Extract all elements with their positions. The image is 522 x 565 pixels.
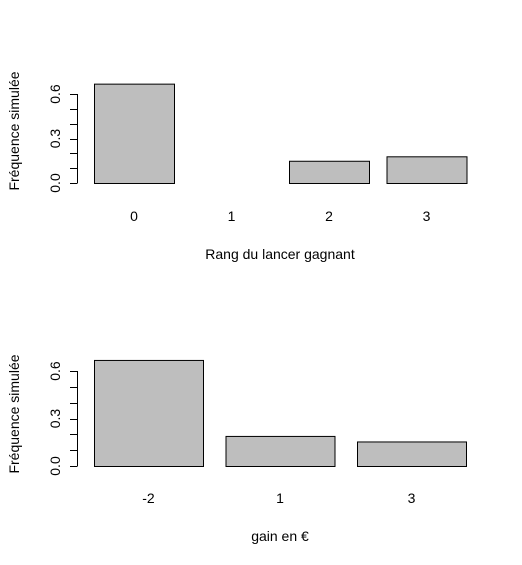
bar-2 — [289, 160, 370, 185]
x-tick-label-3: 3 — [423, 208, 431, 224]
x-tick-label--2: -2 — [142, 490, 155, 506]
x-tick-label-2: 2 — [325, 208, 333, 224]
bottom-chart: -2 1 3 0.0 0.3 0.6 gain en € Fréquence simulée — [6, 354, 467, 544]
y-tick-label-0.3: 0.3 — [47, 409, 63, 429]
y-tick-label-0.0: 0.0 — [47, 456, 63, 476]
x-tick-label-1: 1 — [276, 490, 284, 506]
bar-3 — [386, 156, 468, 184]
y-tick-label-0.6: 0.6 — [47, 84, 63, 104]
y-axis-label: Fréquence simulée — [6, 354, 22, 473]
bar-3 — [357, 441, 467, 467]
bar--2 — [94, 359, 204, 467]
x-tick-label-3: 3 — [408, 490, 416, 506]
x-tick-label-1: 1 — [228, 208, 236, 224]
bar-1 — [225, 435, 336, 468]
x-axis-label: Rang du lancer gagnant — [205, 246, 355, 262]
x-axis-label: gain en € — [251, 528, 309, 544]
y-tick-label-0.6: 0.6 — [47, 361, 63, 381]
bar-0 — [94, 83, 175, 184]
y-axis-label: Fréquence simulée — [6, 71, 22, 190]
y-tick-label-0.0: 0.0 — [47, 173, 63, 193]
y-tick-label-0.3: 0.3 — [47, 129, 63, 149]
top-chart: 0 1 2 3 0.0 0.3 0.6 Rang du lancer gagnant Fréqu… — [6, 71, 468, 262]
x-tick-label-0: 0 — [130, 208, 138, 224]
